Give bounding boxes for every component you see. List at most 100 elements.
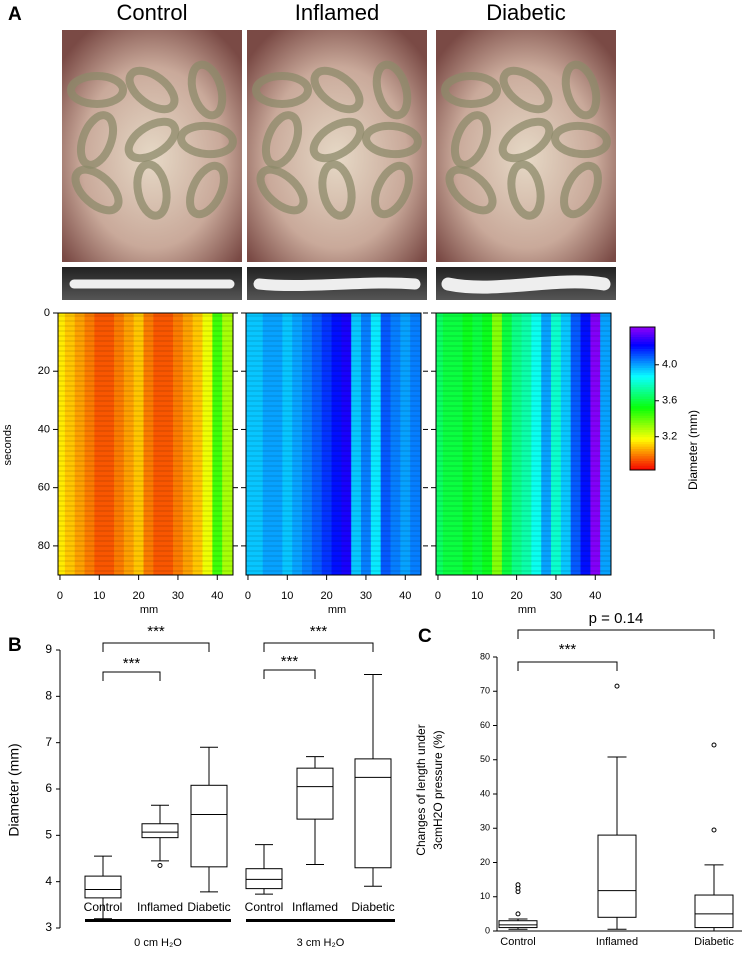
colorbar-step	[630, 350, 655, 354]
x-tick-label: 0	[435, 590, 441, 602]
colorbar-step	[630, 448, 655, 452]
colorbar-step	[630, 439, 655, 442]
photo-detail	[560, 161, 602, 219]
x-tick-label: Control	[84, 900, 123, 914]
colorbar-step	[630, 346, 655, 349]
colorbar-tick-label: 3.6	[662, 395, 677, 407]
colorbar-step	[630, 341, 655, 345]
x-axis-label: mm	[518, 604, 536, 616]
colorbar-step	[630, 465, 655, 469]
colorbar-step	[630, 374, 655, 378]
colorbar-step	[630, 327, 655, 330]
significance-label: ***	[559, 641, 577, 658]
significance-bracket	[263, 669, 316, 679]
x-tick-label: 40	[211, 590, 223, 602]
colorbar-step	[630, 405, 655, 409]
panel-title: Control	[117, 0, 188, 25]
colorbar-step	[630, 381, 655, 385]
colorbar-step	[630, 362, 655, 366]
photo-detail	[71, 165, 123, 215]
x-tick-label: Inflamed	[137, 900, 183, 914]
colorbar-step	[630, 355, 655, 359]
y-tick-label: 20	[480, 857, 490, 867]
group-label: 3 cm H₂O	[297, 937, 345, 949]
y-tick-label: 9	[45, 642, 52, 656]
significance-bracket	[102, 671, 161, 681]
colorbar-step	[630, 458, 655, 461]
photo-detail	[498, 117, 554, 163]
y-tick-label: 20	[38, 365, 50, 377]
scan-texture	[436, 313, 611, 575]
colorbar-step	[630, 410, 655, 414]
box	[141, 823, 179, 839]
tube	[253, 277, 421, 292]
colorbar-step	[630, 422, 655, 426]
colorbar-step	[630, 396, 655, 399]
colorbar-step	[630, 436, 655, 440]
photo-detail	[362, 121, 422, 159]
x-tick-label: 20	[510, 590, 522, 602]
colorbar-step	[630, 412, 655, 416]
colorbar-step	[630, 393, 655, 397]
colorbar-step	[630, 424, 655, 428]
panel-label: C	[418, 626, 432, 647]
y-tick-label: 80	[38, 540, 50, 552]
box	[354, 758, 392, 869]
y-tick-label: 7	[45, 735, 52, 749]
x-tick-label: 30	[360, 590, 372, 602]
x-tick-label: Inflamed	[596, 936, 638, 948]
y-tick-label: 40	[480, 788, 490, 798]
colorbar-step	[630, 460, 655, 464]
x-tick-label: 0	[57, 590, 63, 602]
photo-detail	[371, 161, 413, 219]
colorbar-step	[630, 408, 655, 411]
colorbar-step	[630, 357, 655, 361]
outlier	[515, 911, 521, 917]
colorbar-step	[630, 462, 655, 466]
significance-label: p = 0.14	[589, 610, 644, 627]
scan-texture	[246, 313, 421, 575]
outlier	[614, 683, 620, 689]
box	[84, 875, 122, 899]
y-tick-label: 30	[480, 823, 490, 833]
x-tick-label: Inflamed	[292, 900, 338, 914]
y-tick-label: 80	[480, 651, 490, 661]
significance-bracket	[263, 642, 374, 652]
photo-detail	[450, 111, 492, 169]
group-bar	[85, 919, 231, 922]
colorbar-tick-label: 4.0	[662, 359, 677, 371]
y-tick-label: 70	[480, 686, 490, 696]
photo-detail	[441, 72, 501, 108]
colorbar-step	[630, 398, 655, 402]
colorbar-step	[630, 343, 655, 347]
y-tick-label: 6	[45, 781, 52, 795]
colorbar-step	[630, 348, 655, 352]
photo-detail	[318, 160, 356, 220]
outlier	[711, 742, 717, 748]
colorbar-step	[630, 419, 655, 423]
photo-detail	[261, 111, 303, 169]
x-tick-label: 10	[471, 590, 483, 602]
photo-detail	[76, 111, 118, 169]
x-tick-label: 40	[399, 590, 411, 602]
panel-title: Diabetic	[486, 0, 565, 25]
significance-bracket	[102, 642, 210, 652]
colorbar-step	[630, 429, 655, 433]
colorbar-step	[630, 443, 655, 447]
outlier	[711, 827, 717, 833]
colorbar-step	[630, 353, 655, 357]
colorbar-label: Diameter (mm)	[686, 410, 700, 490]
colorbar-step	[630, 334, 655, 338]
y-axis-label: Diameter (mm)	[6, 743, 22, 836]
y-tick-label: 40	[38, 423, 50, 435]
scan-texture	[58, 313, 233, 575]
y-tick-label: 8	[45, 689, 52, 703]
colorbar-step	[630, 417, 655, 421]
y-axis-label: Changes of length under	[414, 724, 428, 855]
photo-detail	[309, 117, 365, 163]
y-tick-label: 0	[485, 925, 490, 935]
x-axis-label: mm	[328, 604, 346, 616]
y-tick-label: 0	[44, 307, 50, 319]
colorbar-step	[630, 331, 655, 335]
colorbar-step	[630, 338, 655, 342]
